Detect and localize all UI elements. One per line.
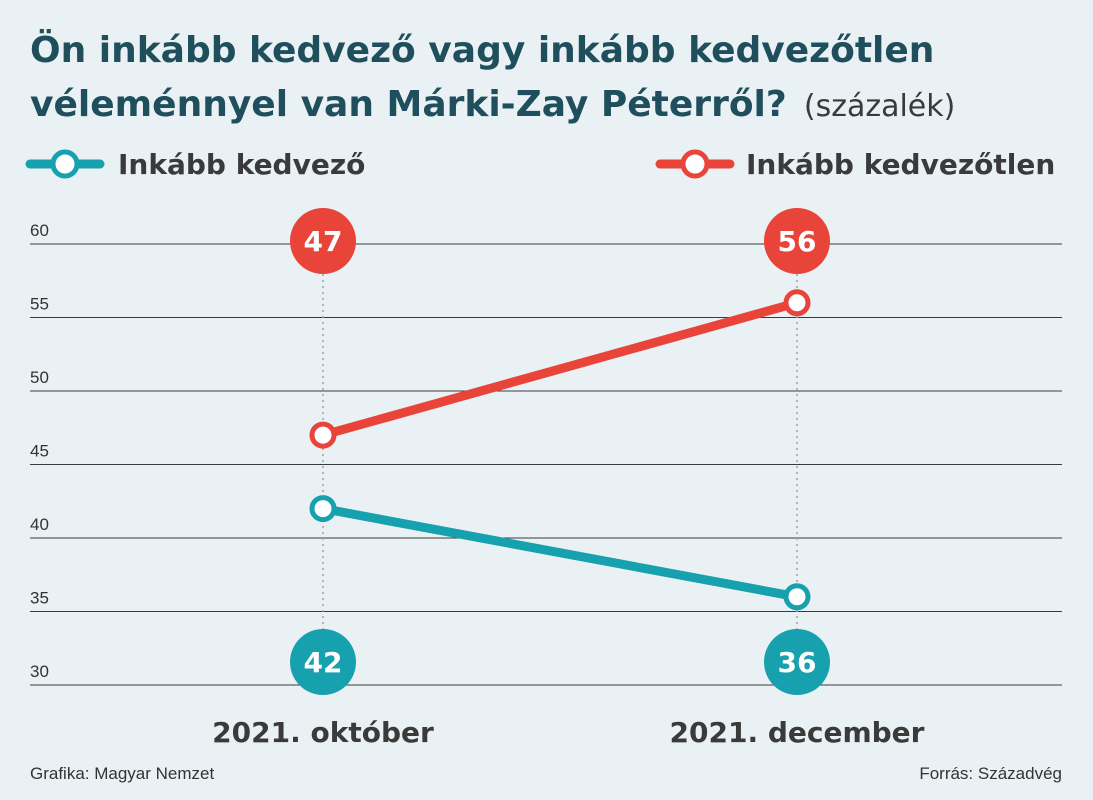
- data-label: 56: [778, 225, 817, 258]
- value-badge-circle: [290, 208, 356, 274]
- y-tick-label: 40: [30, 515, 49, 534]
- chart-title-line1: Ön inkább kedvező vagy inkább kedvezőtle…: [30, 29, 934, 71]
- legend-item-unfavorable: Inkább kedvezőtlen: [655, 148, 1055, 181]
- data-point: [783, 289, 811, 317]
- chart-title-main: véleménnyel van Márki-Zay Péterről?: [30, 84, 787, 125]
- grid: 60 55 50 45 40 35 30: [30, 221, 1062, 686]
- y-tick-label: 55: [30, 295, 49, 314]
- series-line-favorable: [318, 504, 802, 602]
- value-badge: 56: [764, 208, 830, 274]
- legend-marker-unfavorable: [680, 149, 710, 179]
- legend-item-favorable: Inkább kedvező: [25, 148, 365, 181]
- value-badges: 47 56 42 36: [290, 208, 830, 695]
- series: [309, 289, 811, 611]
- y-tick-label: 35: [30, 589, 49, 608]
- data-label: 47: [304, 225, 343, 258]
- x-tick-label: 2021. október: [212, 716, 434, 749]
- category-guides: [322, 262, 798, 650]
- value-badge-circle: [764, 629, 830, 695]
- legend: Inkább kedvező Inkább kedvezőtlen: [25, 148, 1055, 181]
- value-badge-circle: [764, 208, 830, 274]
- value-badge-circle: [290, 629, 356, 695]
- footer-credit: Grafika: Magyar Nemzet: [30, 764, 214, 783]
- chart-title-unit: (százalék): [804, 89, 955, 124]
- chart-title-line2: véleménnyel van Márki-Zay Péterről? (szá…: [30, 84, 955, 125]
- x-tick-label: 2021. december: [670, 716, 925, 749]
- legend-label-unfavorable: Inkább kedvezőtlen: [746, 148, 1055, 181]
- y-tick-label: 50: [30, 368, 49, 387]
- y-tick-label: 45: [30, 442, 49, 461]
- value-badge: 47: [290, 208, 356, 274]
- y-tick-label: 30: [30, 662, 49, 681]
- data-point: [309, 495, 337, 523]
- footer-source: Forrás: Századvég: [919, 764, 1062, 783]
- x-axis-labels: 2021. október 2021. december: [212, 716, 924, 749]
- data-point: [309, 421, 337, 449]
- value-badge: 36: [764, 629, 830, 695]
- legend-marker-favorable: [50, 149, 80, 179]
- data-point: [783, 583, 811, 611]
- legend-label-favorable: Inkább kedvező: [118, 148, 365, 181]
- value-badge: 42: [290, 629, 356, 695]
- y-tick-label: 60: [30, 221, 49, 240]
- data-label: 36: [778, 646, 817, 679]
- data-label: 42: [304, 646, 343, 679]
- series-line-unfavorable: [318, 298, 802, 440]
